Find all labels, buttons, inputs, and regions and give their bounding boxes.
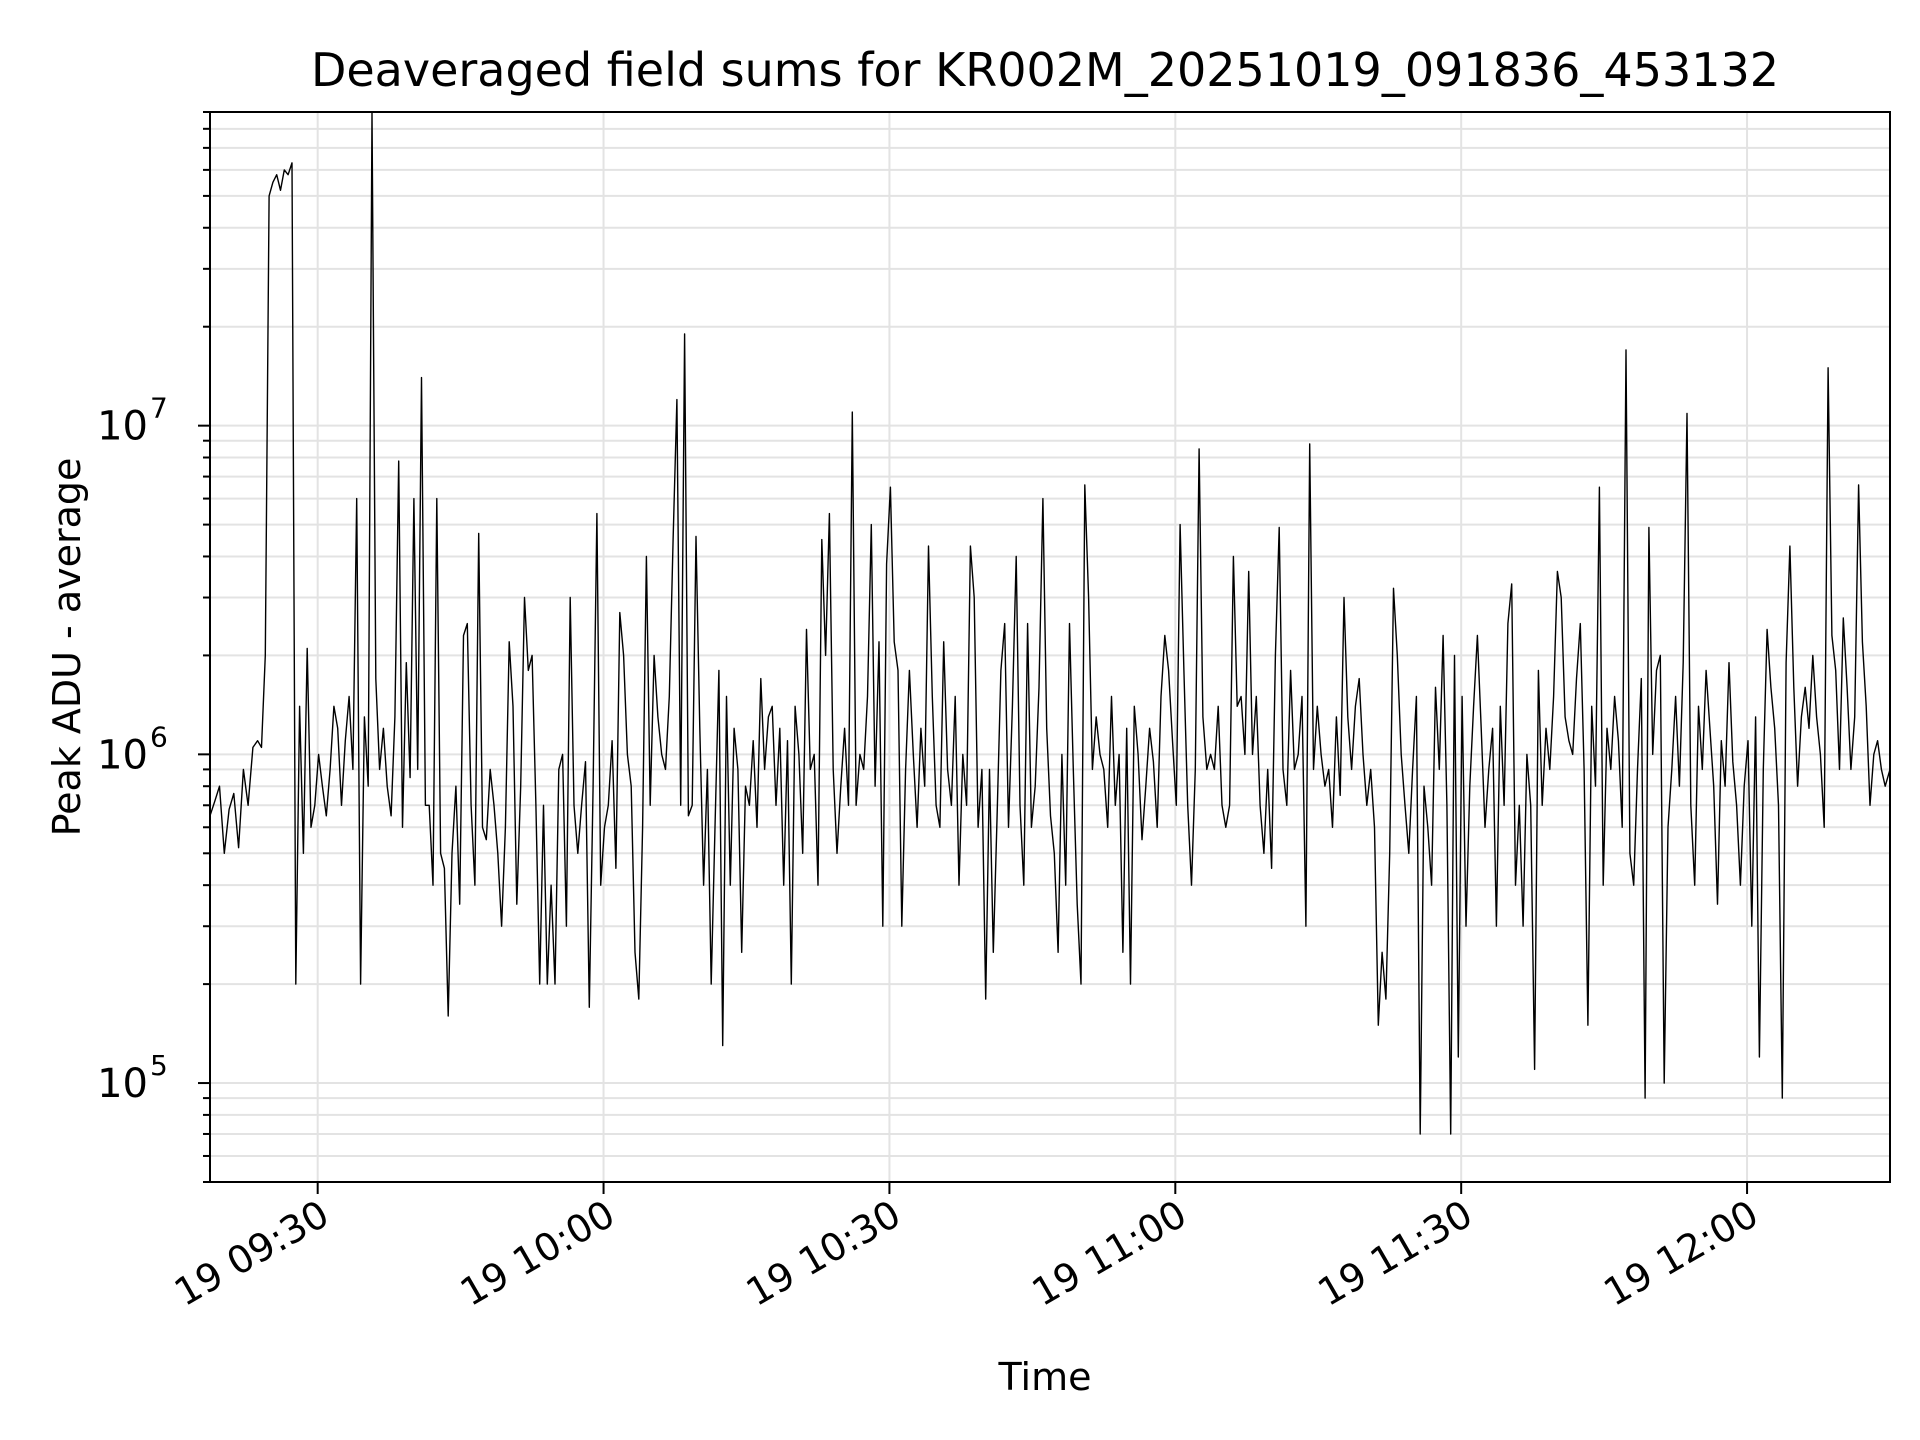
y-axis-label: Peak ADU - average xyxy=(45,458,89,837)
grid xyxy=(210,111,1890,1183)
series-layer xyxy=(209,111,1891,1135)
series-line xyxy=(209,111,1891,1135)
y-tick-base: 10 xyxy=(97,404,148,450)
y-tick-exponent: 5 xyxy=(150,1049,168,1082)
y-tick-label: 10 5 xyxy=(97,1049,168,1107)
y-tick-base: 10 xyxy=(97,1061,148,1107)
y-tick-label: 10 6 xyxy=(97,720,168,778)
y-tick-exponent: 7 xyxy=(150,392,168,425)
y-tick-label: 10 7 xyxy=(97,392,168,450)
plot-frame xyxy=(209,111,1891,1183)
y-tick-base: 10 xyxy=(97,732,148,778)
y-tick-exponent: 6 xyxy=(150,720,168,753)
plot-area xyxy=(210,112,1890,1182)
x-axis-label: Time xyxy=(998,1355,1092,1399)
chart-title: Deaveraged field sums for KR002M_2025101… xyxy=(311,43,1779,97)
